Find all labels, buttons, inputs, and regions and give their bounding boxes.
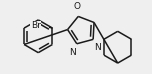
Text: N: N [69,48,76,57]
Text: Br: Br [31,21,41,30]
Text: N: N [94,43,101,52]
Text: O: O [74,2,81,11]
